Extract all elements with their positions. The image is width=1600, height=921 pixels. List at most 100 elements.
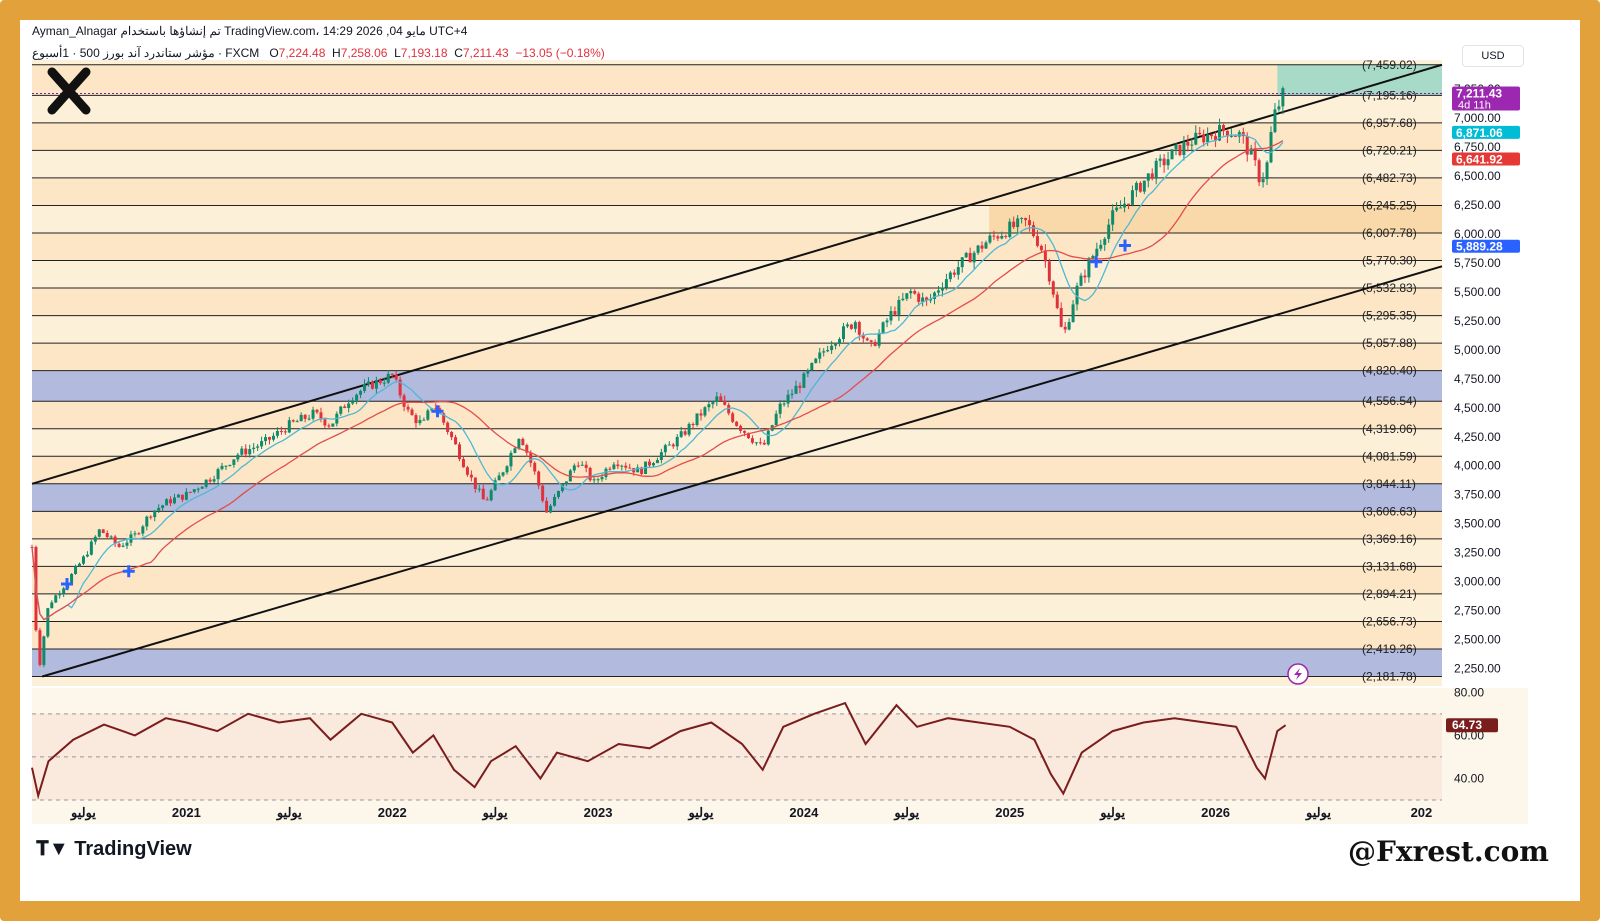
ma-slow-line bbox=[31, 140, 1284, 621]
x-axis-tick-label: يوليو bbox=[1099, 805, 1125, 821]
candle-body bbox=[893, 311, 897, 315]
candle-body bbox=[584, 464, 588, 468]
candle-body bbox=[359, 390, 363, 395]
candle-body bbox=[1031, 225, 1035, 237]
symbol-description[interactable]: مؤشر ستاندرد آند بورز 500 · 1أسبوع · FXC… bbox=[32, 46, 260, 60]
candle-body bbox=[624, 465, 628, 468]
candle-body bbox=[1142, 180, 1146, 192]
candle-body bbox=[109, 536, 113, 538]
cross-signal-icon bbox=[1090, 255, 1103, 268]
candle-body bbox=[497, 475, 501, 481]
currency-button[interactable]: USD bbox=[1462, 45, 1524, 67]
candle-body bbox=[319, 412, 323, 420]
level-band bbox=[32, 538, 1442, 567]
candle-body bbox=[1071, 304, 1075, 323]
candle-body bbox=[853, 322, 857, 329]
candle-body bbox=[873, 341, 877, 346]
candle-body bbox=[1178, 144, 1182, 156]
candle-body bbox=[311, 409, 315, 419]
ma-fast-line bbox=[31, 133, 1284, 621]
candle-body bbox=[434, 408, 438, 410]
candle-body bbox=[458, 444, 462, 460]
candle-body bbox=[1043, 250, 1047, 262]
candle-body bbox=[667, 444, 671, 446]
candle-body bbox=[1107, 224, 1111, 239]
x-axis-tick-label: يوليو bbox=[688, 805, 714, 821]
candle-body bbox=[169, 499, 173, 504]
candle-body bbox=[553, 496, 557, 506]
candle-body bbox=[1067, 322, 1071, 330]
candle-body bbox=[545, 500, 549, 513]
candle-body bbox=[220, 465, 224, 470]
candle-body bbox=[509, 452, 513, 467]
candle-body bbox=[291, 420, 295, 422]
cross-signal-icon bbox=[60, 577, 73, 590]
candle-body bbox=[560, 484, 564, 492]
candle-body bbox=[1095, 248, 1099, 257]
candle-body bbox=[822, 351, 826, 353]
y-axis-tick-label: 6,750.00 bbox=[1454, 140, 1501, 154]
candle-body bbox=[869, 340, 873, 342]
candle-body bbox=[1079, 275, 1083, 286]
tradingview-logo-icon: 𝐓▼ bbox=[36, 838, 69, 860]
level-band bbox=[32, 343, 1442, 371]
candle-body bbox=[897, 300, 901, 315]
candle-body bbox=[481, 488, 485, 500]
x-axis-tick-label: 2023 bbox=[584, 805, 613, 820]
candle-body bbox=[549, 505, 553, 513]
candle-body bbox=[74, 566, 78, 574]
candle-body bbox=[529, 452, 533, 463]
candle-body bbox=[1008, 221, 1012, 237]
price-tag bbox=[1452, 125, 1520, 139]
candle-body bbox=[976, 245, 980, 253]
candle-body bbox=[1206, 134, 1210, 143]
candle-body bbox=[600, 477, 604, 480]
candle-body bbox=[1190, 144, 1194, 146]
candle-body bbox=[936, 290, 940, 293]
candle-body bbox=[1186, 141, 1190, 146]
candle-body bbox=[731, 413, 735, 422]
candle-body bbox=[917, 293, 921, 302]
y-axis-tick-label: 2,250.00 bbox=[1454, 662, 1501, 676]
candle-body bbox=[493, 480, 497, 491]
candle-body bbox=[841, 326, 845, 340]
x-axis-tick-label: 2021 bbox=[172, 805, 201, 820]
candle-body bbox=[1055, 294, 1059, 309]
candle-body bbox=[1012, 221, 1016, 228]
candle-body bbox=[1273, 109, 1277, 133]
candle-body bbox=[525, 445, 529, 453]
candle-body bbox=[1028, 220, 1032, 226]
x-axis-tick-label: 2026 bbox=[1201, 805, 1230, 820]
price-tag-text: 6,641.92 bbox=[1456, 152, 1503, 166]
candle-body bbox=[735, 421, 739, 426]
candle-body bbox=[762, 442, 766, 445]
candle-body bbox=[838, 339, 842, 344]
candle-body bbox=[450, 431, 454, 438]
rsi-axis-tick-label: 80.00 bbox=[1454, 685, 1484, 699]
candle-body bbox=[125, 542, 129, 546]
level-label: (5,295.35) bbox=[1362, 309, 1417, 323]
candle-body bbox=[576, 465, 580, 467]
candle-body bbox=[366, 381, 370, 385]
candle-body bbox=[1075, 285, 1079, 305]
high-value: 7,258.06 bbox=[340, 46, 388, 60]
candle-body bbox=[105, 533, 109, 538]
candle-body bbox=[881, 322, 885, 334]
x-axis-tick-label: يوليو bbox=[482, 805, 508, 821]
candle-body bbox=[192, 489, 196, 492]
candle-body bbox=[691, 423, 695, 426]
level-band bbox=[32, 566, 1442, 594]
candle-body bbox=[1162, 158, 1166, 166]
candle-body bbox=[711, 402, 715, 405]
candle-body bbox=[1083, 275, 1087, 278]
y-axis-tick-label: 4,500.00 bbox=[1454, 401, 1501, 415]
candle-body bbox=[117, 543, 121, 547]
zone-green bbox=[1277, 64, 1442, 96]
candle-body bbox=[489, 490, 493, 501]
candle-body bbox=[315, 409, 319, 413]
candle-body bbox=[180, 494, 184, 500]
candle-body bbox=[465, 467, 469, 475]
level-band bbox=[32, 232, 1442, 261]
flash-icon-glyph bbox=[1294, 668, 1302, 680]
candle-body bbox=[232, 459, 236, 465]
